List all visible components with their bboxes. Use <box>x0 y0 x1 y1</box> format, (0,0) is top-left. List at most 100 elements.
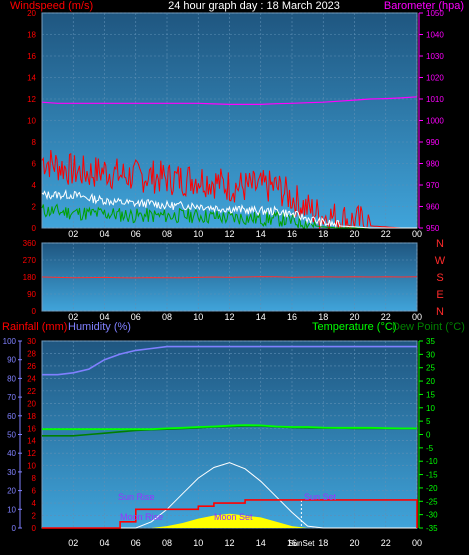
wind-tick-label: 20 <box>27 9 36 18</box>
humidity-line <box>42 345 417 376</box>
temp-tick-label: 0 <box>426 431 431 440</box>
humidity-tick-label: 80 <box>7 374 16 383</box>
sunset-axis-label: SunSet <box>288 539 315 548</box>
moon-rise-label: Moon Rise <box>120 512 163 522</box>
x-tick-label: 04 <box>99 312 109 322</box>
x-tick-label: 02 <box>68 312 78 322</box>
sun-rise-label: Sun Rise <box>118 492 155 502</box>
x-tick-label: 06 <box>131 229 141 239</box>
rain-tick-label: 16 <box>27 424 36 433</box>
x-tick-label: 20 <box>349 538 359 548</box>
humidity-tick-label: 90 <box>7 356 16 365</box>
x-tick-label: 16 <box>287 312 297 322</box>
x-tick-label: 04 <box>99 538 109 548</box>
x-tick-label: 16 <box>287 229 297 239</box>
temp-tick-label: -30 <box>426 511 438 520</box>
rain-tick-label: 20 <box>27 399 36 408</box>
rainfall-axis-title: Rainfall (mm) <box>2 321 67 333</box>
x-tick-label: 18 <box>318 312 328 322</box>
x-tick-label: 10 <box>193 312 203 322</box>
x-tick-label: 14 <box>256 229 266 239</box>
wind-tick-label: 14 <box>27 74 36 83</box>
temp-tick-label: -25 <box>426 497 438 506</box>
baro-tick-label: 1010 <box>426 95 444 104</box>
x-tick-label: 02 <box>68 538 78 548</box>
rain-tick-label: 8 <box>32 474 37 483</box>
direction-tick-label: 270 <box>23 256 37 265</box>
rain-tick-label: 2 <box>32 512 37 521</box>
direction-tick-label: 0 <box>32 307 37 316</box>
x-tick-label: 02 <box>68 229 78 239</box>
wind-tick-label: 16 <box>27 52 36 61</box>
x-tick-label: 10 <box>193 229 203 239</box>
rain-tick-label: 24 <box>27 374 36 383</box>
x-tick-label: 18 <box>318 538 328 548</box>
humidity-tick-label: 40 <box>7 449 16 458</box>
x-tick-label: 16 <box>287 538 297 548</box>
wind-direction-line <box>41 276 418 279</box>
rain-tick-label: 4 <box>32 499 37 508</box>
x-tick-label: 22 <box>381 312 391 322</box>
temp-tick-label: 15 <box>426 390 435 399</box>
compass-label: W <box>435 255 446 267</box>
baro-tick-label: 990 <box>426 138 440 147</box>
temp-tick-label: 10 <box>426 404 435 413</box>
temp-tick-label: 5 <box>426 417 431 426</box>
x-tick-label: 12 <box>224 312 234 322</box>
gust-line <box>41 203 417 230</box>
temp-tick-label: -20 <box>426 484 438 493</box>
rain-tick-label: 30 <box>27 337 36 346</box>
dewpoint-axis-title: Dew Point (°C) <box>392 321 465 333</box>
compass-label: N <box>436 238 444 250</box>
temp-tick-label: -10 <box>426 457 438 466</box>
wind-tick-label: 0 <box>32 224 37 233</box>
barometer-line <box>41 96 418 106</box>
rain-tick-label: 0 <box>32 524 37 533</box>
windspeed-axis-title: Windspeed (m/s) <box>10 0 93 12</box>
rain-tick-label: 22 <box>27 387 36 396</box>
x-tick-label: 00 <box>412 538 422 548</box>
x-tick-label: 18 <box>318 229 328 239</box>
x-tick-label: 14 <box>256 538 266 548</box>
humidity-tick-label: 100 <box>3 337 17 346</box>
rain-tick-label: 12 <box>27 449 36 458</box>
temp-tick-label: 35 <box>426 337 435 346</box>
average-wind-line <box>41 188 417 229</box>
x-tick-label: 06 <box>131 312 141 322</box>
graph-title: 24 hour graph day : 18 March 2023 <box>168 0 340 12</box>
wind-tick-label: 6 <box>32 160 37 169</box>
rainfall-line <box>42 499 418 529</box>
humidity-tick-label: 30 <box>7 468 16 477</box>
humidity-tick-label: 0 <box>12 524 17 533</box>
direction-tick-label: 360 <box>23 239 37 248</box>
temp-tick-label: -5 <box>426 444 434 453</box>
x-tick-label: 00 <box>412 229 422 239</box>
temp-tick-label: -15 <box>426 471 438 480</box>
rain-tick-label: 10 <box>27 462 36 471</box>
wind-tick-label: 10 <box>27 117 36 126</box>
humidity-tick-label: 20 <box>7 487 16 496</box>
wind-tick-label: 4 <box>32 181 37 190</box>
series-lines <box>41 96 418 529</box>
humidity-axis-title: Humidity (%) <box>68 321 131 333</box>
wind-tick-label: 12 <box>27 95 36 104</box>
baro-tick-label: 970 <box>426 181 440 190</box>
rain-tick-label: 18 <box>27 412 36 421</box>
sun-set-label: Sun Set <box>304 492 337 502</box>
humidity-tick-label: 70 <box>7 393 16 402</box>
temp-tick-label: 20 <box>426 377 435 386</box>
rain-tick-label: 14 <box>27 437 36 446</box>
x-tick-label: 04 <box>99 229 109 239</box>
temperature-axis-title: Temperature (°C) <box>312 321 396 333</box>
x-tick-label: 06 <box>131 538 141 548</box>
baro-tick-label: 950 <box>426 224 440 233</box>
baro-tick-label: 960 <box>426 203 440 212</box>
rain-tick-label: 6 <box>32 487 37 496</box>
wind-tick-label: 2 <box>32 203 37 212</box>
x-tick-label: 22 <box>381 538 391 548</box>
wind-tick-label: 8 <box>32 138 37 147</box>
baro-tick-label: 1050 <box>426 9 444 18</box>
x-tick-label: 20 <box>349 312 359 322</box>
